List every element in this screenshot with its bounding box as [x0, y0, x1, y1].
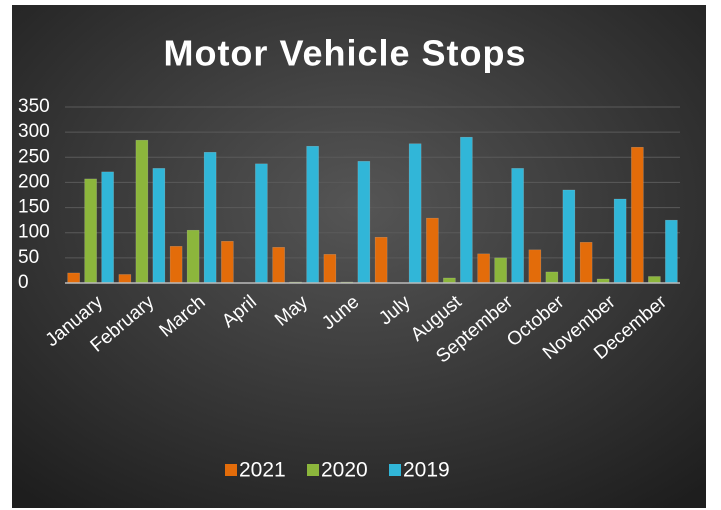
- bar: [374, 236, 388, 284]
- bar: [101, 171, 114, 284]
- bar: [357, 161, 371, 284]
- bar: [631, 146, 644, 284]
- bar: [579, 242, 593, 284]
- bar: [494, 257, 507, 284]
- y-tick-label: 0: [18, 272, 29, 293]
- bar: [84, 178, 97, 284]
- y-tick-label: 100: [18, 222, 50, 243]
- bar: [511, 168, 524, 284]
- y-tick-label: 350: [18, 96, 50, 117]
- bar: [118, 274, 132, 284]
- legend-swatch: [389, 464, 401, 476]
- legend-label: 2020: [321, 459, 368, 482]
- bar: [460, 136, 473, 284]
- y-tick-label: 250: [18, 146, 50, 167]
- bar: [528, 249, 542, 284]
- legend-label: 2019: [403, 459, 450, 482]
- bar: [665, 219, 678, 284]
- bar: [562, 189, 576, 284]
- bar: [613, 198, 627, 284]
- bar: [135, 139, 149, 284]
- bar: [255, 163, 268, 284]
- bar: [152, 168, 166, 284]
- bar: [272, 247, 285, 284]
- bar: [67, 272, 80, 284]
- legend-label: 2021: [239, 459, 286, 482]
- bar: [443, 277, 456, 284]
- y-tick-label: 200: [18, 171, 50, 192]
- y-tick-label: 50: [18, 247, 39, 268]
- bar: [203, 152, 217, 284]
- bar: [408, 143, 422, 284]
- bar: [545, 271, 559, 284]
- y-tick-label: 300: [18, 121, 50, 142]
- chart-title: Motor Vehicle Stops: [163, 33, 526, 74]
- bar: [169, 246, 183, 284]
- bar: [323, 254, 337, 284]
- bar: [306, 145, 319, 284]
- legend-swatch: [307, 464, 319, 476]
- bar: [477, 253, 490, 284]
- bar: [648, 276, 661, 284]
- bar: [186, 229, 200, 284]
- y-tick-label: 150: [18, 197, 50, 218]
- legend-swatch: [225, 464, 237, 476]
- bar: [426, 217, 439, 284]
- bar: [221, 241, 234, 284]
